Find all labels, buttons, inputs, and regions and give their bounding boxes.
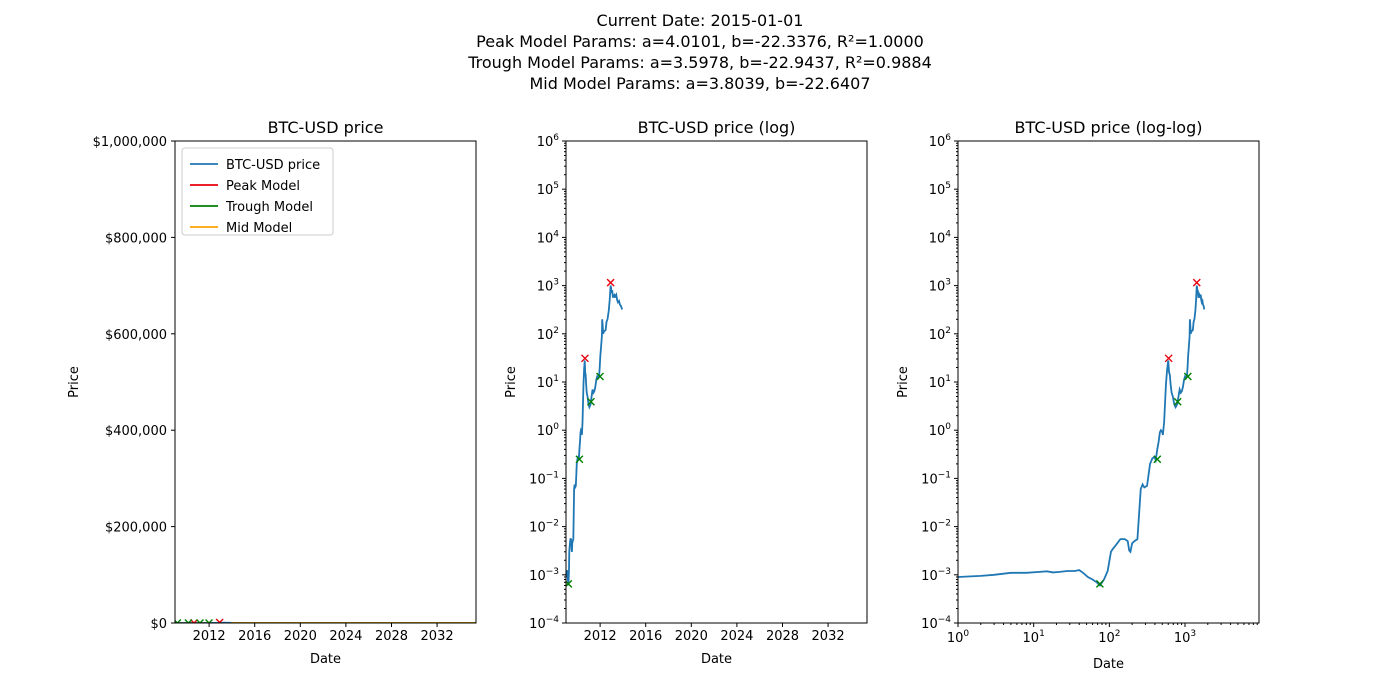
legend: BTC-USD price Peak Model Trough Model Mid M… [181, 147, 334, 236]
x-axis: 100 101 102 103 [947, 623, 1258, 646]
trough-marker [1173, 397, 1182, 406]
y-tick-label: 106 [929, 133, 952, 150]
x-axis: 2012 2016 2020 2024 2028 2032 [584, 623, 845, 644]
y-tick-label: 10−3 [529, 567, 559, 584]
peak-marker [1164, 354, 1173, 363]
x-tick-label: 2024 [329, 629, 362, 644]
peak-marker [606, 278, 615, 287]
trough-marker [1153, 455, 1162, 464]
trough-marker [575, 455, 584, 464]
y-tick-label: 105 [537, 181, 559, 198]
y-tick-label: $1,000,000 [93, 135, 167, 150]
x-tick-label: 2020 [284, 629, 317, 644]
y-tick-label: 102 [537, 326, 559, 343]
x-tick-label: 2032 [812, 629, 845, 644]
axes-frame [565, 140, 868, 624]
current-date-line: Current Date: 2015-01-01 [596, 11, 804, 30]
y-tick-label: 101 [929, 374, 951, 391]
y-tick-label: 102 [929, 326, 951, 343]
y-tick-label: $800,000 [105, 231, 167, 246]
y-tick-label: 106 [537, 133, 560, 150]
panel-3: BTC-USD price (log-log) 100 101 102 103 Date 1… [896, 118, 1260, 672]
x-tick-label: 2028 [375, 629, 408, 644]
x-tick-label: 2012 [193, 629, 226, 644]
y-tick-label: 10−1 [529, 470, 559, 487]
y-tick-label: 101 [537, 374, 559, 391]
x-axis-label: Date [310, 652, 341, 667]
peak-params-line: Peak Model Params: a=4.0101, b=-22.3376,… [476, 32, 924, 51]
x-axis-label: Date [1093, 657, 1124, 672]
trough-marker [586, 397, 595, 406]
x-tick-label: 2028 [766, 629, 799, 644]
y-axis-label: Price [896, 366, 911, 398]
y-tick-label: 10−3 [921, 567, 951, 584]
x-tick-label: 100 [947, 629, 970, 646]
y-tick-label: 10−4 [529, 615, 559, 632]
x-tick-label: 2016 [629, 629, 662, 644]
y-tick-label: 104 [537, 229, 560, 246]
x-axis: 2012 2016 2020 2024 2028 2032 [193, 623, 454, 644]
y-tick-label: 10−4 [921, 615, 951, 632]
y-tick-label: 10−1 [921, 470, 951, 487]
x-axis-label: Date [701, 652, 732, 667]
y-tick-label: 100 [537, 422, 560, 439]
trough-params-line: Trough Model Params: a=3.5978, b=-22.943… [468, 53, 932, 72]
panel-title: BTC-USD price [268, 118, 384, 137]
y-tick-label: $600,000 [105, 328, 167, 343]
trough-marker [1095, 579, 1104, 588]
y-tick-label: $0 [150, 617, 167, 632]
x-tick-label: 103 [1174, 629, 1196, 646]
y-axis-label: Price [504, 366, 519, 398]
legend-label: Peak Model [226, 179, 300, 194]
plot-area [566, 278, 624, 588]
mid-params-line: Mid Model Params: a=3.8039, b=-22.6407 [529, 74, 871, 93]
figure-suptitle: Current Date: 2015-01-01 Peak Model Para… [0, 10, 1400, 94]
btc-price-line [566, 285, 624, 586]
y-axis: 10−4 10−3 10−2 10−1 100 101 102 103 104 105 106 [529, 133, 566, 632]
x-tick-label: 101 [1023, 629, 1045, 646]
x-tick-label: 2024 [720, 629, 753, 644]
y-tick-label: $200,000 [105, 521, 167, 536]
y-tick-label: 100 [929, 422, 952, 439]
x-tick-label: 102 [1098, 629, 1120, 646]
y-tick-label: 10−2 [921, 519, 951, 536]
axes-frame [957, 140, 1260, 624]
y-tick-label: 103 [537, 278, 559, 295]
y-tick-label: 103 [929, 278, 951, 295]
x-tick-label: 2012 [584, 629, 617, 644]
panel-title: BTC-USD price (log-log) [1015, 118, 1203, 137]
legend-label: BTC-USD price [226, 158, 320, 173]
panel-1: BTC-USD price 2012 2016 2020 2024 2028 2032 Dat… [67, 118, 477, 667]
peak-marker [215, 618, 224, 623]
x-tick-label: 2016 [238, 629, 271, 644]
legend-box [181, 147, 334, 236]
legend-label: Trough Model [225, 200, 313, 215]
x-tick-label: 2032 [421, 629, 454, 644]
btc-price-line [958, 285, 1206, 587]
axes-frame [174, 140, 477, 624]
trough-marker [596, 372, 605, 381]
panel-title: BTC-USD price (log) [638, 118, 796, 137]
y-axis: $0 $200,000 $400,000 $600,000 $800,000 $1,000… [93, 135, 175, 632]
x-tick-label: 2020 [675, 629, 708, 644]
panel-2: BTC-USD price (log)2012 2016 2020 2024 2028 2… [504, 118, 868, 667]
y-tick-label: 10−2 [529, 519, 559, 536]
y-axis: 10−4 10−3 10−2 10−1 100 101 102 103 104 105 106 [921, 133, 958, 632]
peak-marker [580, 354, 589, 363]
y-tick-label: 105 [929, 181, 951, 198]
plot-area [958, 278, 1206, 588]
legend-label: Mid Model [226, 221, 292, 236]
y-tick-label: 104 [929, 229, 952, 246]
trough-marker [1183, 372, 1192, 381]
y-axis-label: Price [67, 366, 82, 398]
peak-marker [1192, 278, 1201, 287]
y-tick-label: $400,000 [105, 424, 167, 439]
